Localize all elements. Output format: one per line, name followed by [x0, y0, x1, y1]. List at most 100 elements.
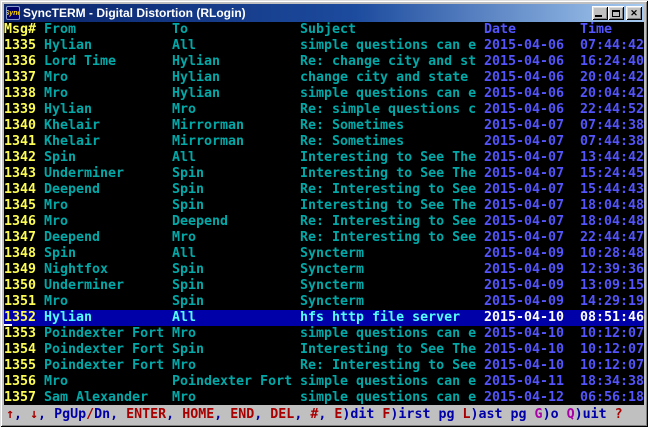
cell-date: 2015-04-06: [484, 70, 565, 85]
table-row[interactable]: 1354 Poindexter Fort Spin Interesting to…: [4, 342, 644, 358]
table-row[interactable]: 1351 Mro Spin Syncterm 2015-04-09 14:29:…: [4, 294, 644, 310]
cell-subject: Re: Interesting to See: [300, 182, 477, 197]
cell-time: 18:34:38: [580, 374, 644, 389]
minimize-icon: [595, 15, 602, 17]
cell-from: Deepend: [44, 182, 101, 197]
cell-time: 12:39:36: [580, 262, 644, 277]
cell-time: 13:09:15: [580, 278, 644, 293]
cell-time: 15:44:43: [580, 182, 644, 197]
cell-subject: simple questions can e: [300, 38, 477, 53]
table-row[interactable]: 1339 Hylian Mro Re: simple questions c 2…: [4, 102, 644, 118]
window-title: SyncTERM - Digital Distortion (RLogin): [23, 6, 246, 20]
cell-date: 2015-04-10: [484, 342, 565, 357]
cell-from: Mro: [44, 70, 69, 85]
cell-time: 18:04:48: [580, 198, 644, 213]
cell-time: 20:04:42: [580, 70, 644, 85]
cell-subject: Interesting to See The: [300, 198, 477, 213]
table-row[interactable]: 1355 Poindexter Fort Mro Re: Interesting…: [4, 358, 644, 374]
cell-time: 22:44:52: [580, 102, 644, 117]
cell-to: Hylian: [172, 86, 221, 101]
cell-date: 2015-04-10: [484, 310, 565, 325]
header-to: To: [172, 22, 189, 37]
table-row[interactable]: 1346 Mro Deepend Re: Interesting to See …: [4, 214, 644, 230]
cell-msg-number: 1340: [4, 118, 37, 133]
cell-from: Underminer: [44, 278, 125, 293]
cell-date: 2015-04-07: [484, 166, 565, 181]
maximize-button[interactable]: [608, 6, 624, 20]
cell-to: Mirrorman: [172, 118, 245, 133]
cell-time: 07:44:38: [580, 134, 644, 149]
cell-msg-number: 1356: [4, 374, 37, 389]
table-row[interactable]: 1345 Mro Spin Interesting to See The 201…: [4, 198, 644, 214]
cell-msg-number: 1342: [4, 150, 37, 165]
table-row[interactable]: 1356 Mro Poindexter Fort simple question…: [4, 374, 644, 390]
maximize-icon: [612, 9, 620, 17]
status-key-hint: ,: [14, 406, 31, 422]
cell-subject: change city and state: [300, 70, 469, 85]
table-row[interactable]: 1344 Deepend Spin Re: Interesting to See…: [4, 182, 644, 198]
table-row[interactable]: 1340 Khelair Mirrorman Re: Sometimes 201…: [4, 118, 644, 134]
table-row[interactable]: 1347 Deepend Mro Re: Interesting to See …: [4, 230, 644, 246]
cell-subject: Interesting to See The: [300, 342, 477, 357]
terminal-screen[interactable]: Msg# From To Subject Date Time 1335 Hyli…: [4, 22, 644, 405]
cell-from: Poindexter Fort: [44, 358, 165, 373]
message-list-header: Msg# From To Subject Date Time: [4, 22, 644, 38]
status-bar: ↑, ↓, PgUp / Dn, ENTER, HOME, END, DEL, #,…: [4, 405, 644, 423]
table-row[interactable]: 1350 Underminer Spin Syncterm 2015-04-09…: [4, 278, 644, 294]
cell-time: 15:24:45: [580, 166, 644, 181]
status-key-hint: ↓: [30, 406, 39, 422]
table-row[interactable]: 1348 Spin All Syncterm 2015-04-09 10:28:…: [4, 246, 644, 262]
close-button[interactable]: ✕: [626, 6, 642, 20]
cell-to: Mro: [172, 102, 197, 117]
cell-subject: Syncterm: [300, 262, 365, 277]
cell-msg-number: 1336: [4, 54, 37, 69]
status-key-hint: ENTER: [126, 406, 167, 422]
minimize-button[interactable]: [592, 6, 608, 20]
cell-to: Spin: [172, 342, 205, 357]
cell-subject: Re: Interesting to See: [300, 230, 477, 245]
close-icon: ✕: [630, 7, 638, 18]
cell-time: 18:04:48: [580, 214, 644, 229]
cell-date: 2015-04-09: [484, 294, 565, 309]
cell-from: Spin: [44, 150, 77, 165]
cell-msg-number: 1348: [4, 246, 37, 261]
table-row[interactable]: 1336 Lord Time Hylian Re: change city an…: [4, 54, 644, 70]
table-row[interactable]: 1353 Poindexter Fort Mro simple question…: [4, 326, 644, 342]
table-row[interactable]: 1352 Hylian All hfs http file server 201…: [4, 310, 644, 326]
status-key-hint: ,: [294, 406, 311, 422]
table-row[interactable]: 1341 Khelair Mirrorman Re: Sometimes 201…: [4, 134, 644, 150]
cell-to: Spin: [172, 278, 205, 293]
table-row[interactable]: 1343 Underminer Spin Interesting to See …: [4, 166, 644, 182]
cell-to: Poindexter Fort: [172, 374, 293, 389]
cell-date: 2015-04-07: [484, 118, 565, 133]
cell-to: Spin: [172, 166, 205, 181]
header-date: Date: [484, 22, 517, 37]
cell-subject: Syncterm: [300, 246, 365, 261]
cell-date: 2015-04-11: [484, 374, 565, 389]
cell-msg-number: 1357: [4, 390, 37, 405]
cell-subject: Re: simple questions c: [300, 102, 477, 117]
header-msg: Msg#: [4, 22, 37, 37]
table-row[interactable]: 1335 Hylian All simple questions can e 2…: [4, 38, 644, 54]
cell-date: 2015-04-10: [484, 358, 565, 373]
status-key-hint: G: [534, 406, 543, 422]
table-row[interactable]: 1357 Sam Alexander Mro simple questions …: [4, 390, 644, 405]
cell-from: Lord Time: [44, 54, 117, 69]
cell-to: Mro: [172, 358, 197, 373]
table-row[interactable]: 1342 Spin All Interesting to See The 201…: [4, 150, 644, 166]
text-cursor: [4, 324, 12, 326]
title-bar[interactable]: Sync SyncTERM - Digital Distortion (RLog…: [4, 4, 644, 22]
cell-to: Hylian: [172, 54, 221, 69]
cell-msg-number: 1354: [4, 342, 37, 357]
table-row[interactable]: 1349 Nightfox Spin Syncterm 2015-04-09 1…: [4, 262, 644, 278]
cell-msg-number: 1339: [4, 102, 37, 117]
cell-time: 07:44:38: [580, 118, 644, 133]
cell-msg-number: 1355: [4, 358, 37, 373]
cell-time: 10:12:07: [580, 358, 644, 373]
table-row[interactable]: 1338 Mro Hylian simple questions can e 2…: [4, 86, 644, 102]
table-row[interactable]: 1337 Mro Hylian change city and state 20…: [4, 70, 644, 86]
cell-subject: simple questions can e: [300, 374, 477, 389]
cell-from: Mro: [44, 294, 69, 309]
cell-subject: simple questions can e: [300, 326, 477, 341]
cell-subject: simple questions can e: [300, 86, 477, 101]
